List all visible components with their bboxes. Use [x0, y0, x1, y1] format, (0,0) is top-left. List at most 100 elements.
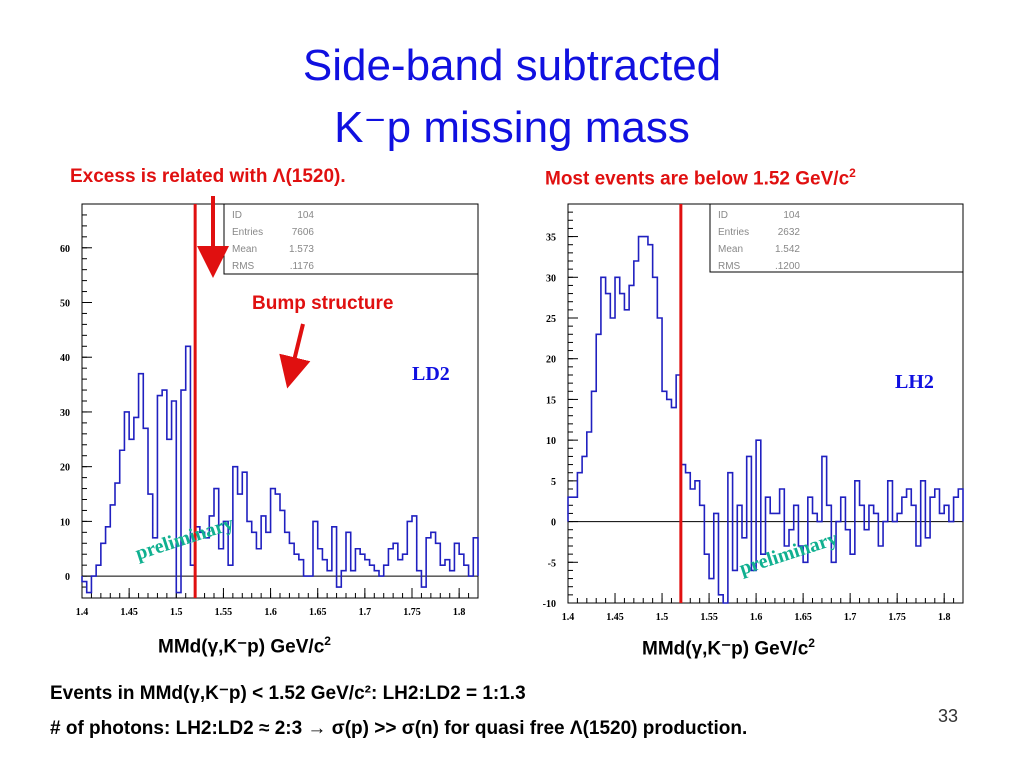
histogram-bin: [115, 483, 120, 576]
histogram-bin: [582, 456, 587, 521]
histogram-bin: [355, 549, 360, 576]
x-tick-label: 1.45: [606, 612, 624, 623]
histogram-bin: [850, 522, 855, 555]
slide-title-line1: Side-band subtracted: [302, 41, 722, 90]
histogram-bin: [275, 494, 280, 576]
stat-key: RMS: [232, 261, 255, 272]
stat-key: Entries: [232, 227, 263, 238]
histogram-bin: [82, 576, 87, 581]
target-label: LD2: [412, 363, 450, 385]
histogram-bin: [327, 571, 332, 576]
histogram-bin: [648, 245, 653, 522]
histogram-bin: [817, 522, 822, 523]
histogram-bin: [747, 456, 752, 521]
histogram-bin: [907, 489, 912, 522]
histogram-bin: [780, 489, 785, 522]
histogram-bin: [242, 472, 247, 576]
y-tick-label: 20: [60, 463, 70, 474]
histogram-bin: [704, 522, 709, 555]
histogram-bin: [322, 560, 327, 576]
histogram-bin: [568, 497, 573, 521]
histogram-bin: [469, 576, 474, 577]
histogram-outline: [81, 345, 479, 594]
stat-value: .1176: [290, 261, 315, 272]
histogram-ld2: 1.4 1.45 1.5 1.55 1.6 1.65 1.7 1.75 1.8 0 10 20 30 40…: [60, 203, 479, 618]
histogram-bin: [318, 549, 323, 576]
histogram-bin: [935, 489, 940, 522]
histogram-bin: [643, 237, 648, 522]
histogram-bin: [742, 522, 747, 538]
stat-value: 7606: [292, 227, 315, 238]
histogram-bin: [436, 543, 441, 576]
y-tick-label: 5: [551, 477, 556, 488]
histogram-bin: [916, 522, 921, 546]
histogram-bin: [256, 549, 261, 576]
histogram-bin: [124, 412, 129, 576]
histogram-bin: [148, 494, 153, 576]
stat-value: 1.573: [289, 244, 314, 255]
target-label: LH2: [895, 371, 934, 393]
histogram-bin: [827, 505, 832, 521]
y-tick-label: 0: [65, 572, 70, 583]
histogram-bin: [454, 543, 459, 576]
y-tick-label: 10: [546, 436, 556, 447]
histogram-bin: [313, 521, 318, 576]
x-tick-label: 1.5: [656, 612, 669, 623]
stat-value: 104: [783, 210, 800, 221]
stat-value: 104: [297, 210, 314, 221]
histogram-bin: [421, 576, 426, 587]
x-tick-label: 1.6: [264, 607, 277, 618]
histogram-bin: [464, 565, 469, 576]
histogram-lh2: 1.4 1.45 1.5 1.55 1.6 1.65 1.7 1.75 1.8 -10 -5 0 5 10…: [543, 203, 964, 623]
y-tick-label: 0: [551, 518, 556, 529]
y-tick-label: 30: [546, 273, 556, 284]
note-right-text: Most events are below 1.52 GeV/c: [545, 168, 850, 190]
histogram-bin: [653, 277, 658, 521]
histogram-bin: [845, 522, 850, 530]
histogram-bin: [883, 522, 888, 523]
stat-key: Entries: [718, 227, 749, 238]
x-tick-label: 1.55: [215, 607, 233, 618]
x-tick-label: 1.7: [844, 612, 857, 623]
histogram-bin: [737, 505, 742, 521]
footer-line1: Events in MMd(γ,K⁻p) < 1.52 GeV/c²: LH2:…: [50, 683, 526, 704]
histogram-bin: [695, 481, 700, 522]
histogram-bin: [634, 261, 639, 522]
histogram-bin: [770, 513, 775, 521]
histogram-bin: [271, 489, 276, 577]
xlabel-right-sup: 2: [808, 636, 815, 650]
histogram-bin: [878, 522, 883, 546]
histogram-bin: [577, 473, 582, 522]
histogram-bin: [110, 505, 115, 576]
histogram-bin: [247, 521, 252, 576]
note-right: Most events are below 1.52 GeV/c2: [545, 166, 856, 190]
histogram-bin: [869, 505, 874, 521]
histogram-bin: [944, 505, 949, 521]
histogram-bin: [690, 489, 695, 522]
histogram-bin: [374, 571, 379, 576]
x-tick-label: 1.8: [453, 607, 466, 618]
y-tick-label: -10: [543, 599, 556, 610]
stat-value: 2632: [778, 227, 801, 238]
histogram-bin: [87, 576, 92, 592]
histogram-bin: [459, 554, 464, 576]
histogram-bin: [341, 571, 346, 576]
y-tick-label: 40: [60, 353, 70, 364]
histogram-bin: [949, 522, 954, 523]
x-tick-label: 1.8: [938, 612, 951, 623]
histogram-bin: [398, 560, 403, 576]
xlabel-right-text: MMd(γ,K⁻p) GeV/c: [642, 638, 809, 660]
histogram-bin: [615, 277, 620, 521]
histogram-bin: [902, 497, 907, 521]
histogram-bin: [587, 432, 592, 522]
histogram-bin: [440, 565, 445, 576]
histogram-bin: [686, 473, 691, 522]
histogram-bin: [407, 521, 412, 576]
histogram-bin: [808, 497, 813, 521]
histogram-bin: [958, 489, 963, 522]
stat-value: .1200: [775, 261, 800, 272]
histogram-bin: [864, 522, 869, 530]
page-number: 33: [938, 706, 959, 726]
histogram-bin: [728, 473, 733, 522]
